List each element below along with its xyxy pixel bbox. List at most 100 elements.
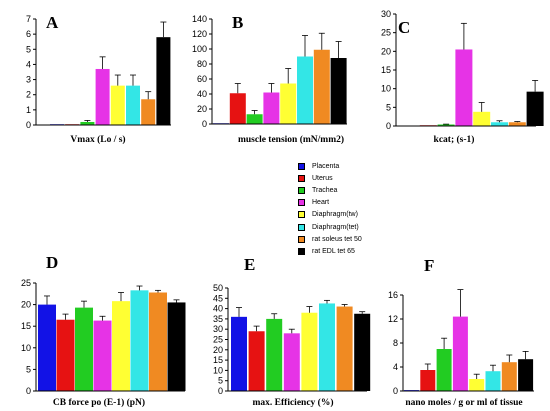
bar — [80, 121, 95, 125]
legend-label: Placenta — [312, 162, 340, 170]
y-tick-label: 5 — [26, 364, 31, 374]
bar — [354, 313, 371, 391]
bar — [141, 99, 156, 125]
bar — [93, 320, 112, 391]
bar — [491, 122, 508, 126]
bar — [229, 93, 246, 124]
panel-label: A — [46, 13, 59, 32]
panel-a: 0 1 2 3 4 5 6 7 A Vmax (Lo / s) — [26, 13, 171, 145]
bar — [319, 303, 335, 391]
bar — [149, 292, 167, 391]
x-axis-label: muscle tension (mN/mm2) — [238, 134, 344, 145]
legend-item: Diaphragm(tet) — [298, 221, 418, 233]
bar — [301, 312, 318, 391]
legend-swatch — [298, 199, 305, 207]
y-tick-label: 0 — [202, 119, 207, 129]
bar — [263, 92, 280, 124]
y-tick-label: 6 — [26, 29, 31, 39]
legend-item: rat soleus tet 50 — [298, 233, 418, 245]
y-tick-label: 16 — [388, 290, 398, 300]
bar — [38, 304, 56, 391]
bar — [330, 58, 347, 124]
y-tick-label: 4 — [393, 362, 398, 372]
panel-d: 0 5 10 15 20 25 D CB force po (E-1) (pN) — [21, 253, 186, 408]
y-tick-label: 20 — [213, 345, 223, 355]
bar — [485, 371, 501, 391]
y-tick-label: 15 — [381, 65, 391, 75]
bar — [231, 316, 247, 391]
y-tick-label: 140 — [192, 14, 207, 24]
y-tick-label: 15 — [213, 355, 223, 365]
legend-label: Heart — [312, 199, 330, 207]
x-axis-label: Vmax (Lo / s) — [70, 134, 125, 145]
y-tick-label: 0 — [218, 386, 223, 396]
y-tick-label: 0 — [386, 121, 391, 131]
y-tick-label: 12 — [388, 314, 398, 324]
legend-label: Diaphragm(tet) — [312, 223, 359, 231]
bar — [473, 111, 491, 126]
y-tick-label: 20 — [197, 104, 207, 114]
legend-swatch — [298, 247, 305, 255]
bar — [420, 370, 436, 391]
x-axis-label: max. Efficiency (%) — [253, 397, 334, 408]
legend-label: rat soleus tet 50 — [312, 235, 362, 243]
y-tick-label: 25 — [21, 278, 31, 288]
y-tick-label: 0 — [393, 386, 398, 396]
legend-swatch — [298, 211, 305, 219]
x-axis-label: CB force po (E-1) (pN) — [53, 397, 145, 408]
y-tick-label: 8 — [393, 338, 398, 348]
bar — [95, 68, 110, 125]
y-tick-label: 20 — [381, 46, 391, 56]
bar — [266, 318, 283, 391]
legend-swatch — [298, 186, 305, 194]
legend-swatch — [298, 235, 305, 243]
y-tick-label: 45 — [213, 293, 223, 303]
y-tick-label: 0 — [26, 120, 31, 130]
legend-label: Trachea — [312, 186, 338, 194]
y-tick-label: 5 — [218, 376, 223, 386]
y-tick-label: 30 — [381, 9, 391, 19]
y-tick-label: 100 — [192, 44, 207, 54]
bar — [110, 85, 125, 125]
y-tick-label: 10 — [213, 365, 223, 375]
legend: Placenta Uterus Trachea Heart Diaphragm(… — [298, 160, 418, 258]
bar — [336, 306, 353, 391]
bar — [313, 49, 330, 124]
bar — [130, 290, 149, 391]
y-tick-label: 25 — [381, 28, 391, 38]
legend-label: rat EDL tet 65 — [312, 247, 355, 255]
y-tick-label: 3 — [26, 75, 31, 85]
bar — [297, 56, 313, 124]
legend-item: Trachea — [298, 184, 418, 196]
bar — [452, 316, 468, 391]
legend-item: Heart — [298, 197, 418, 209]
legend-swatch — [298, 162, 305, 170]
y-tick-label: 80 — [197, 59, 207, 69]
y-tick-label: 10 — [21, 343, 31, 353]
panel-label: C — [398, 18, 410, 37]
legend-item: Placenta — [298, 160, 418, 172]
x-axis-label: nano moles / g or ml of tissue — [405, 398, 522, 408]
legend-item: rat EDL tet 65 — [298, 245, 418, 257]
bar — [56, 319, 75, 391]
bar — [112, 301, 130, 391]
bar — [518, 359, 534, 391]
bar — [280, 83, 297, 124]
bar — [526, 91, 544, 126]
panel-label: B — [232, 13, 243, 32]
x-axis-label: kcat; (s-1) — [434, 134, 475, 145]
legend-label: Uterus — [312, 174, 333, 182]
y-tick-label: 2 — [26, 90, 31, 100]
bar — [126, 85, 140, 125]
y-tick-label: 40 — [213, 304, 223, 314]
y-tick-label: 5 — [26, 44, 31, 54]
y-tick-label: 60 — [197, 74, 207, 84]
bar — [283, 333, 300, 391]
y-tick-label: 5 — [386, 102, 391, 112]
bar — [501, 362, 517, 391]
bar — [248, 331, 265, 391]
bar — [75, 307, 93, 391]
